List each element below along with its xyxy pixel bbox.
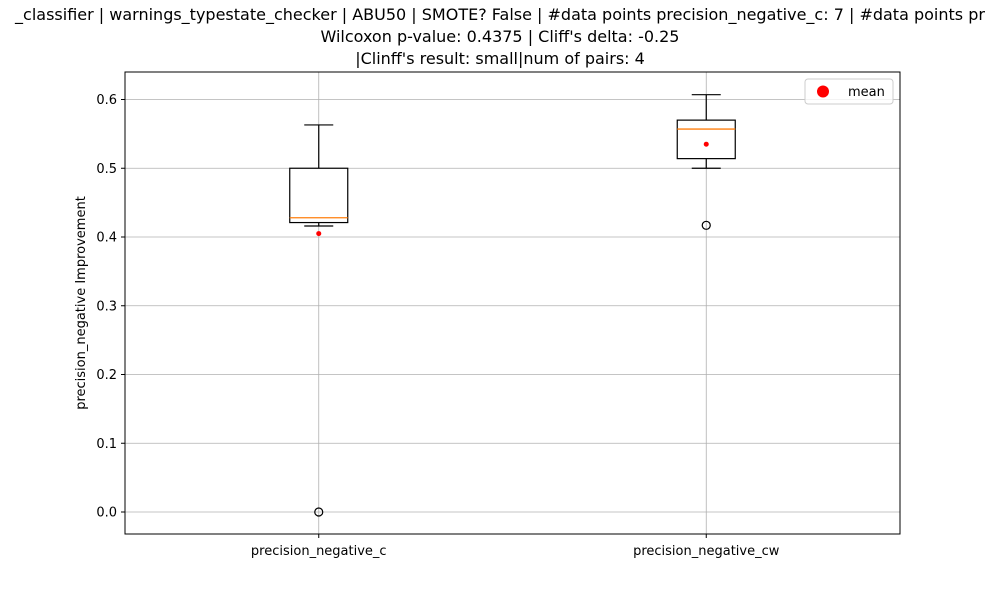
box-precision_negative_cw xyxy=(676,94,736,230)
x-tick-label: precision_negative_cw xyxy=(633,544,780,559)
y-tick-label: 0.5 xyxy=(96,162,117,177)
y-tick-label: 0.0 xyxy=(96,506,117,521)
outlier-point xyxy=(314,507,324,517)
axes: 0.0 0.1 0.2 0.3 0.4 0.5 0.6 precision_negative_… xyxy=(96,93,779,559)
mean-point xyxy=(316,231,322,237)
chart-title-line-3: |Clinff's result: small|num of pairs: 4 xyxy=(355,49,645,68)
x-tick-label: precision_negative_c xyxy=(251,544,387,559)
y-tick-label: 0.1 xyxy=(96,437,117,452)
grid-lines xyxy=(125,72,900,534)
plot-frame xyxy=(124,71,901,535)
y-tick-label: 0.2 xyxy=(96,368,117,383)
box-precision_negative_c xyxy=(289,124,349,517)
iqr-box xyxy=(676,119,736,160)
plot-data xyxy=(289,94,736,517)
outlier-point xyxy=(701,220,711,230)
y-tick-label: 0.3 xyxy=(96,299,117,314)
legend-mean-marker xyxy=(817,85,829,98)
y-tick-label: 0.6 xyxy=(96,93,117,108)
legend-box xyxy=(804,78,894,105)
legend-mean-label: mean xyxy=(848,85,885,100)
chart-title-line-2: Wilcoxon p-value: 0.4375 | Cliff's delta… xyxy=(320,27,680,46)
y-tick-label: 0.4 xyxy=(96,231,117,246)
y-axis-label: precision_negative Improvement xyxy=(74,196,89,410)
chart-title-line-1: _classifier | warnings_typestate_checker… xyxy=(15,5,985,24)
iqr-box xyxy=(289,167,349,224)
mean-point xyxy=(703,141,709,147)
legend: mean xyxy=(804,78,894,105)
